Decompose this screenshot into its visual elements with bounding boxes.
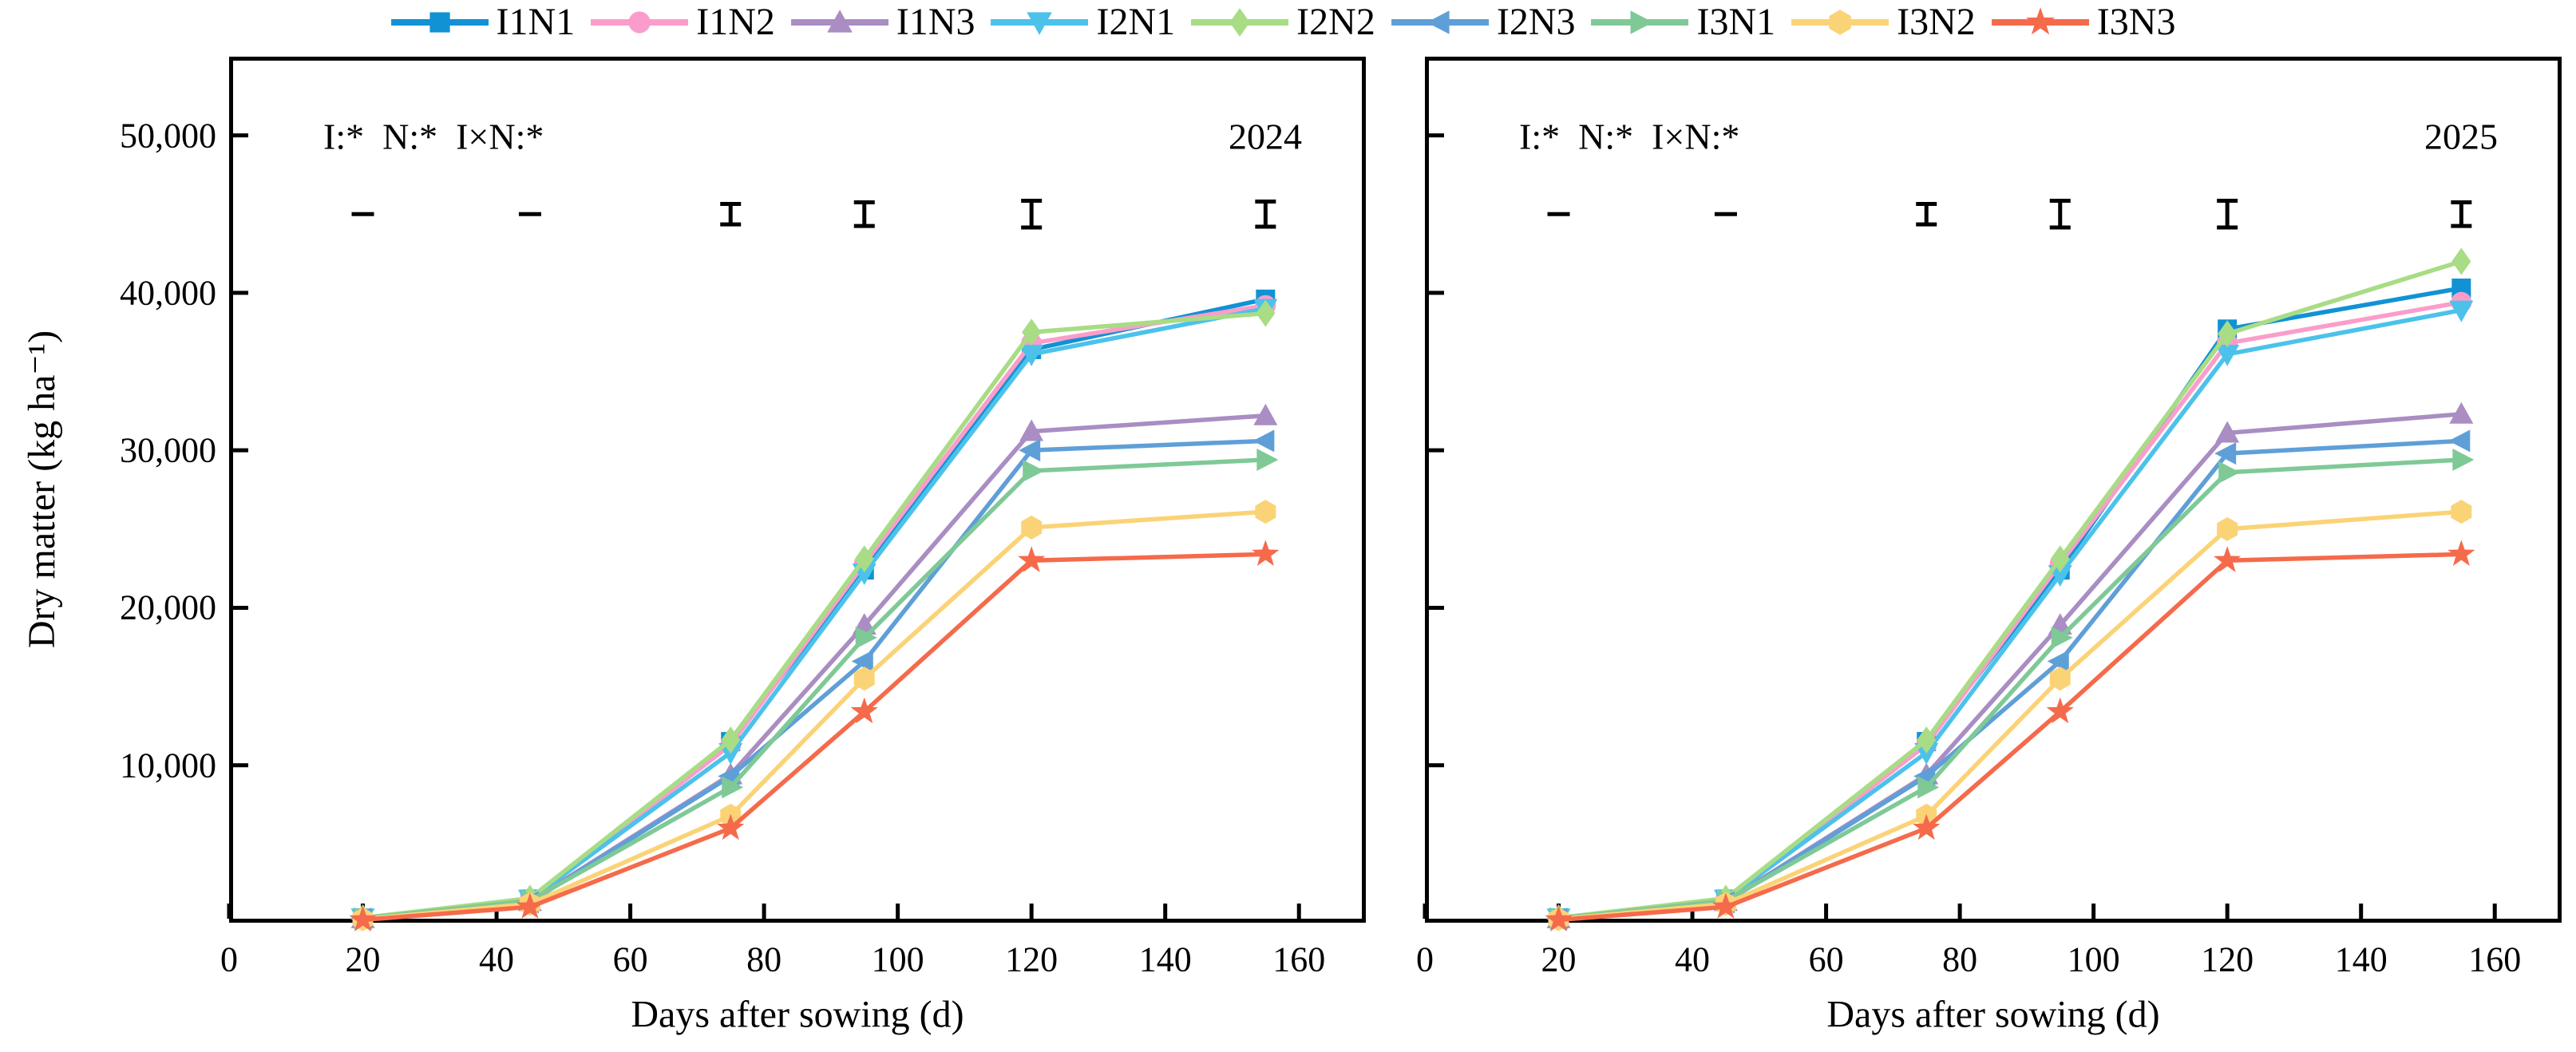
y-tick-label: 30,000 bbox=[120, 430, 216, 470]
x-tick-label: 20 bbox=[1541, 939, 1577, 979]
x-tick-label: 140 bbox=[2334, 939, 2388, 979]
legend-label: I2N1 bbox=[1096, 1, 1176, 43]
series-I2N2 bbox=[353, 299, 1276, 931]
y-tick-label: 20,000 bbox=[120, 587, 216, 627]
series-I1N1 bbox=[353, 289, 1276, 928]
legend-marker-circle-icon bbox=[591, 11, 689, 34]
legend-marker-triangle-right-icon bbox=[1591, 10, 1689, 34]
y-tick-label: 40,000 bbox=[120, 273, 216, 313]
chart-panel-2025: I:* N:* I×N:* 2025 Days after sowing (d)… bbox=[1416, 57, 2562, 1036]
legend-item-I3N2: I3N2 bbox=[1788, 3, 1976, 42]
x-axis-title-2024: Days after sowing (d) bbox=[631, 993, 964, 1036]
legend-item-I1N1: I1N1 bbox=[388, 1, 576, 43]
legend-item-I1N3: I1N3 bbox=[788, 3, 975, 42]
legend-item-I3N1: I3N1 bbox=[1588, 3, 1775, 42]
error-bars bbox=[1547, 199, 2472, 230]
series-I3N2 bbox=[352, 500, 1276, 931]
plot-area-2024 bbox=[227, 57, 1366, 932]
x-tick-label: 160 bbox=[1272, 939, 1326, 979]
chart-legend: I1N1 I1N2 I1N3 I2N1 I2N2 I2N3 I3N1 I3N2 I3N3 bbox=[388, 3, 2189, 42]
x-tick-label: 40 bbox=[479, 939, 515, 979]
legend-marker-diamond-icon bbox=[1191, 8, 1289, 37]
legend-marker-hexagon-icon bbox=[1791, 10, 1889, 35]
legend-label: I1N1 bbox=[496, 1, 576, 43]
y-tick-label: 50,000 bbox=[120, 116, 216, 156]
plot-area-2025 bbox=[1423, 57, 2562, 932]
x-tick-label: 20 bbox=[345, 939, 381, 979]
axis-frame bbox=[229, 57, 1366, 923]
series-I2N3 bbox=[350, 429, 1275, 931]
y-tick-label: 10,000 bbox=[120, 745, 216, 785]
series-I2N3 bbox=[1545, 429, 2471, 931]
legend-label: I3N1 bbox=[1696, 1, 1776, 43]
x-tick-label: 40 bbox=[1675, 939, 1711, 979]
year-label-2024: 2024 bbox=[1229, 116, 1302, 157]
x-tick-label: 80 bbox=[1942, 939, 1978, 979]
legend-marker-triangle-down-icon bbox=[991, 12, 1089, 35]
x-tick-label: 0 bbox=[1416, 939, 1434, 979]
error-bars bbox=[351, 199, 1276, 230]
legend-label: I3N3 bbox=[2096, 1, 2176, 43]
year-label-2025: 2025 bbox=[2424, 116, 2498, 157]
legend-item-I2N2: I2N2 bbox=[1188, 3, 1375, 42]
legend-item-I2N3: I2N3 bbox=[1388, 1, 1576, 43]
legend-item-I1N2: I1N2 bbox=[588, 3, 775, 42]
series-I1N2 bbox=[352, 295, 1276, 929]
anova-annotation-2024: I:* N:* I×N:* bbox=[323, 116, 544, 157]
x-tick-label: 60 bbox=[612, 939, 648, 979]
legend-label: I3N2 bbox=[1897, 1, 1976, 43]
chart-panel-2024: I:* N:* I×N:* 2024 Days after sowing (d)… bbox=[120, 57, 1366, 1036]
legend-label: I2N3 bbox=[1496, 1, 1576, 43]
legend-marker-square-icon bbox=[390, 12, 489, 33]
x-tick-label: 120 bbox=[1005, 939, 1058, 979]
legend-marker-triangle-up-icon bbox=[790, 10, 888, 33]
series-I1N3 bbox=[350, 403, 1278, 928]
series-I3N3 bbox=[1545, 540, 2475, 932]
legend-item-I3N3: I3N3 bbox=[1988, 1, 2176, 43]
x-tick-label: 80 bbox=[746, 939, 782, 979]
legend-label: I1N2 bbox=[696, 1, 775, 43]
series-I3N2 bbox=[1548, 500, 2472, 931]
x-tick-label: 140 bbox=[1138, 939, 1192, 979]
x-tick-label: 100 bbox=[871, 939, 924, 979]
series-I2N1 bbox=[1546, 300, 2474, 931]
series-I1N3 bbox=[1546, 401, 2474, 928]
legend-marker-star-icon bbox=[1991, 7, 2089, 35]
series-I2N1 bbox=[350, 299, 1278, 931]
x-axis-title-2025: Days after sowing (d) bbox=[1826, 993, 2160, 1036]
x-tick-label: 160 bbox=[2468, 939, 2522, 979]
legend-item-I2N1: I2N1 bbox=[988, 1, 1176, 43]
y-axis-title: Dry matter (kg ha⁻¹) bbox=[21, 330, 63, 649]
x-tick-label: 120 bbox=[2201, 939, 2254, 979]
legend-marker-triangle-left-icon bbox=[1391, 10, 1489, 34]
series-I1N1 bbox=[1549, 278, 2471, 928]
series-I2N2 bbox=[1549, 247, 2471, 931]
series-I1N2 bbox=[1548, 291, 2472, 929]
axis-frame bbox=[1425, 57, 2562, 923]
x-tick-label: 100 bbox=[2067, 939, 2120, 979]
x-tick-label: 0 bbox=[220, 939, 238, 979]
series-I3N3 bbox=[349, 540, 1280, 932]
legend-label: I2N2 bbox=[1296, 1, 1375, 43]
anova-annotation-2025: I:* N:* I×N:* bbox=[1519, 116, 1740, 157]
legend-label: I1N3 bbox=[896, 1, 975, 43]
x-tick-label: 60 bbox=[1808, 939, 1844, 979]
